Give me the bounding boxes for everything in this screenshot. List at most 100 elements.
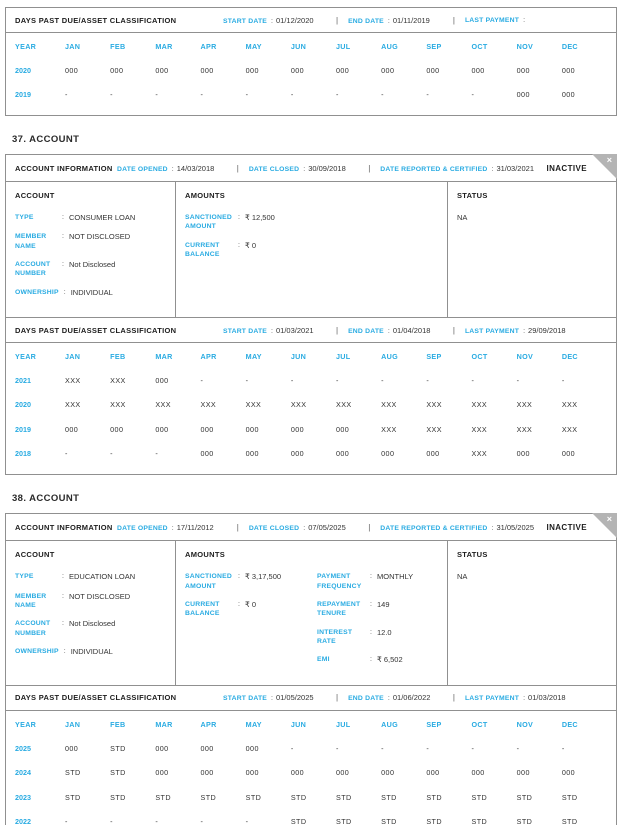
end-date-group: END DATE : 01/04/2018: [348, 325, 431, 335]
dpd-value: XXX: [110, 400, 126, 410]
corner-fold: [592, 513, 617, 539]
dpd-value: 000: [200, 449, 214, 459]
dpd-value: XXX: [561, 400, 578, 410]
dpd-grid: YEAR JAN FEB MAR APR MAY JUN JUL AUG SEP OCT NOV DEC…: [6, 33, 616, 115]
month-header: FEB: [110, 42, 126, 51]
dpd-data-row: 2019 - - - - - - - - - - 000 000: [15, 83, 607, 108]
dpd-value: 000: [155, 65, 169, 75]
month-header: MAR: [155, 719, 173, 729]
field-emi: EMI : ₹ 6,502: [317, 655, 403, 665]
dpd-value: 000: [65, 65, 79, 75]
dpd-value: 000: [471, 768, 485, 778]
dpd-value: 000: [200, 424, 214, 434]
month-header: JUL: [336, 42, 351, 51]
month-header: SEP: [426, 352, 442, 362]
dpd-value: STD: [381, 792, 397, 802]
dpd-value: -: [245, 375, 249, 385]
close-icon[interactable]: ×: [606, 514, 612, 525]
dpd-value: 000: [65, 424, 79, 434]
dpd-value: -: [65, 90, 68, 100]
dpd-value: 000: [516, 90, 530, 100]
start-date-group: START DATE : 01/05/2025: [223, 693, 314, 703]
dpd-value: XXX: [290, 400, 307, 410]
separator: |: [236, 522, 239, 532]
dpd-value: 000: [561, 90, 576, 100]
dpd-value: XXX: [245, 400, 262, 410]
status-badge: INACTIVE: [546, 522, 587, 532]
year-column-header: YEAR: [15, 719, 37, 729]
dpd-year: 2021: [15, 375, 31, 385]
start-date-group: START DATE : 01/03/2021: [223, 325, 314, 335]
dpd-title: DAYS PAST DUE/ASSET CLASSIFICATION: [15, 693, 177, 703]
dpd-value: 000: [381, 65, 395, 75]
dpd-data-row: 2020 XXX XXX XXX XXX XXX XXX XXX XXX XXX XXX XXX XXX: [15, 393, 607, 418]
dpd-value: -: [65, 449, 68, 459]
dpd-value: -: [426, 90, 430, 100]
field-ownership: OWNERSHIP : INDIVIDUAL: [15, 647, 113, 657]
month-header: APR: [200, 352, 217, 362]
month-header: NOV: [516, 352, 534, 362]
dpd-value: XXX: [471, 424, 488, 434]
month-header: JUN: [290, 42, 307, 51]
dpd-value: -: [155, 90, 159, 100]
dpd-data-row: 2019 000 000 000 000 000 000 000 XXX XXX XXX XXX XXX: [15, 417, 607, 442]
dpd-value: STD: [516, 817, 533, 825]
dpd-value: -: [336, 90, 339, 100]
dpd-value: XXX: [110, 375, 126, 385]
amounts-sub-left: SANCTIONED AMOUNT : ₹ 12,500 CURRENT BAL…: [185, 213, 317, 269]
month-header: DEC: [561, 719, 578, 729]
dpd-value: -: [290, 90, 294, 100]
dpd-value: 000: [381, 449, 395, 459]
field-repayment-tenure: REPAYMENT TENURE : 149: [317, 599, 390, 618]
field-sanctioned-amount: SANCTIONED AMOUNT : ₹ 3,17,500: [185, 572, 282, 590]
corner-fold: [592, 154, 617, 179]
month-header: FEB: [110, 719, 126, 729]
dpd-value: 000: [290, 424, 305, 434]
dpd-value: -: [471, 375, 475, 385]
close-icon[interactable]: ×: [606, 155, 612, 165]
month-header: AUG: [381, 719, 399, 729]
dpd-value: XXX: [200, 400, 217, 410]
dpd-header-top: DAYS PAST DUE/ASSET CLASSIFICATION START…: [6, 8, 616, 33]
dpd-value: 000: [561, 65, 576, 75]
dpd-value: -: [561, 375, 565, 385]
dpd-value: 000: [336, 65, 350, 75]
field-interest-rate: INTEREST RATE : 12.0: [317, 627, 392, 646]
dpd-year: 2025: [15, 743, 31, 753]
account-card-37: ACCOUNT INFORMATION DATE OPENED : 14/03/…: [5, 154, 617, 476]
dpd-value: 000: [561, 768, 576, 778]
field-ownership: OWNERSHIP : INDIVIDUAL: [15, 287, 113, 297]
month-header: SEP: [426, 719, 442, 729]
dpd-value: 000: [290, 449, 305, 459]
account-information-title: ACCOUNT INFORMATION: [15, 163, 113, 173]
dpd-value: STD: [336, 792, 352, 802]
dpd-value: -: [561, 743, 565, 753]
account-heading-37: 37. ACCOUNT: [12, 134, 80, 145]
dpd-value: STD: [561, 792, 578, 802]
dpd-value: STD: [290, 792, 307, 802]
separator: |: [336, 693, 339, 703]
dpd-value: 000: [290, 65, 305, 75]
separator: |: [452, 693, 455, 703]
dpd-value: -: [290, 375, 294, 385]
end-date-group: END DATE : 01/06/2022: [348, 693, 431, 703]
month-header: AUG: [381, 352, 399, 362]
account-column: ACCOUNT TYPE : EDUCATION LOAN MEMBER NAM…: [6, 541, 176, 685]
last-payment-group: LAST PAYMENT : 29/09/2018: [464, 325, 566, 335]
dpd-value: -: [200, 375, 204, 385]
status-value: NA: [457, 572, 468, 582]
dpd-value: STD: [65, 768, 81, 778]
dpd-value: XXX: [471, 400, 488, 410]
month-header: DEC: [561, 42, 578, 51]
month-header: NOV: [516, 42, 534, 51]
month-header: MAY: [245, 719, 262, 729]
month-header: MAR: [155, 352, 173, 362]
dpd-value: 000: [155, 743, 169, 753]
dpd-year: 2023: [15, 792, 31, 802]
dpd-value: 000: [426, 768, 440, 778]
month-header: MAY: [245, 352, 262, 362]
month-header: JUN: [290, 352, 307, 362]
dpd-value: 000: [245, 424, 259, 434]
date-closed-group: DATE CLOSED : 30/09/2018: [248, 163, 346, 173]
field-account-number: ACCOUNT NUMBER : Not Disclosed: [15, 260, 116, 278]
